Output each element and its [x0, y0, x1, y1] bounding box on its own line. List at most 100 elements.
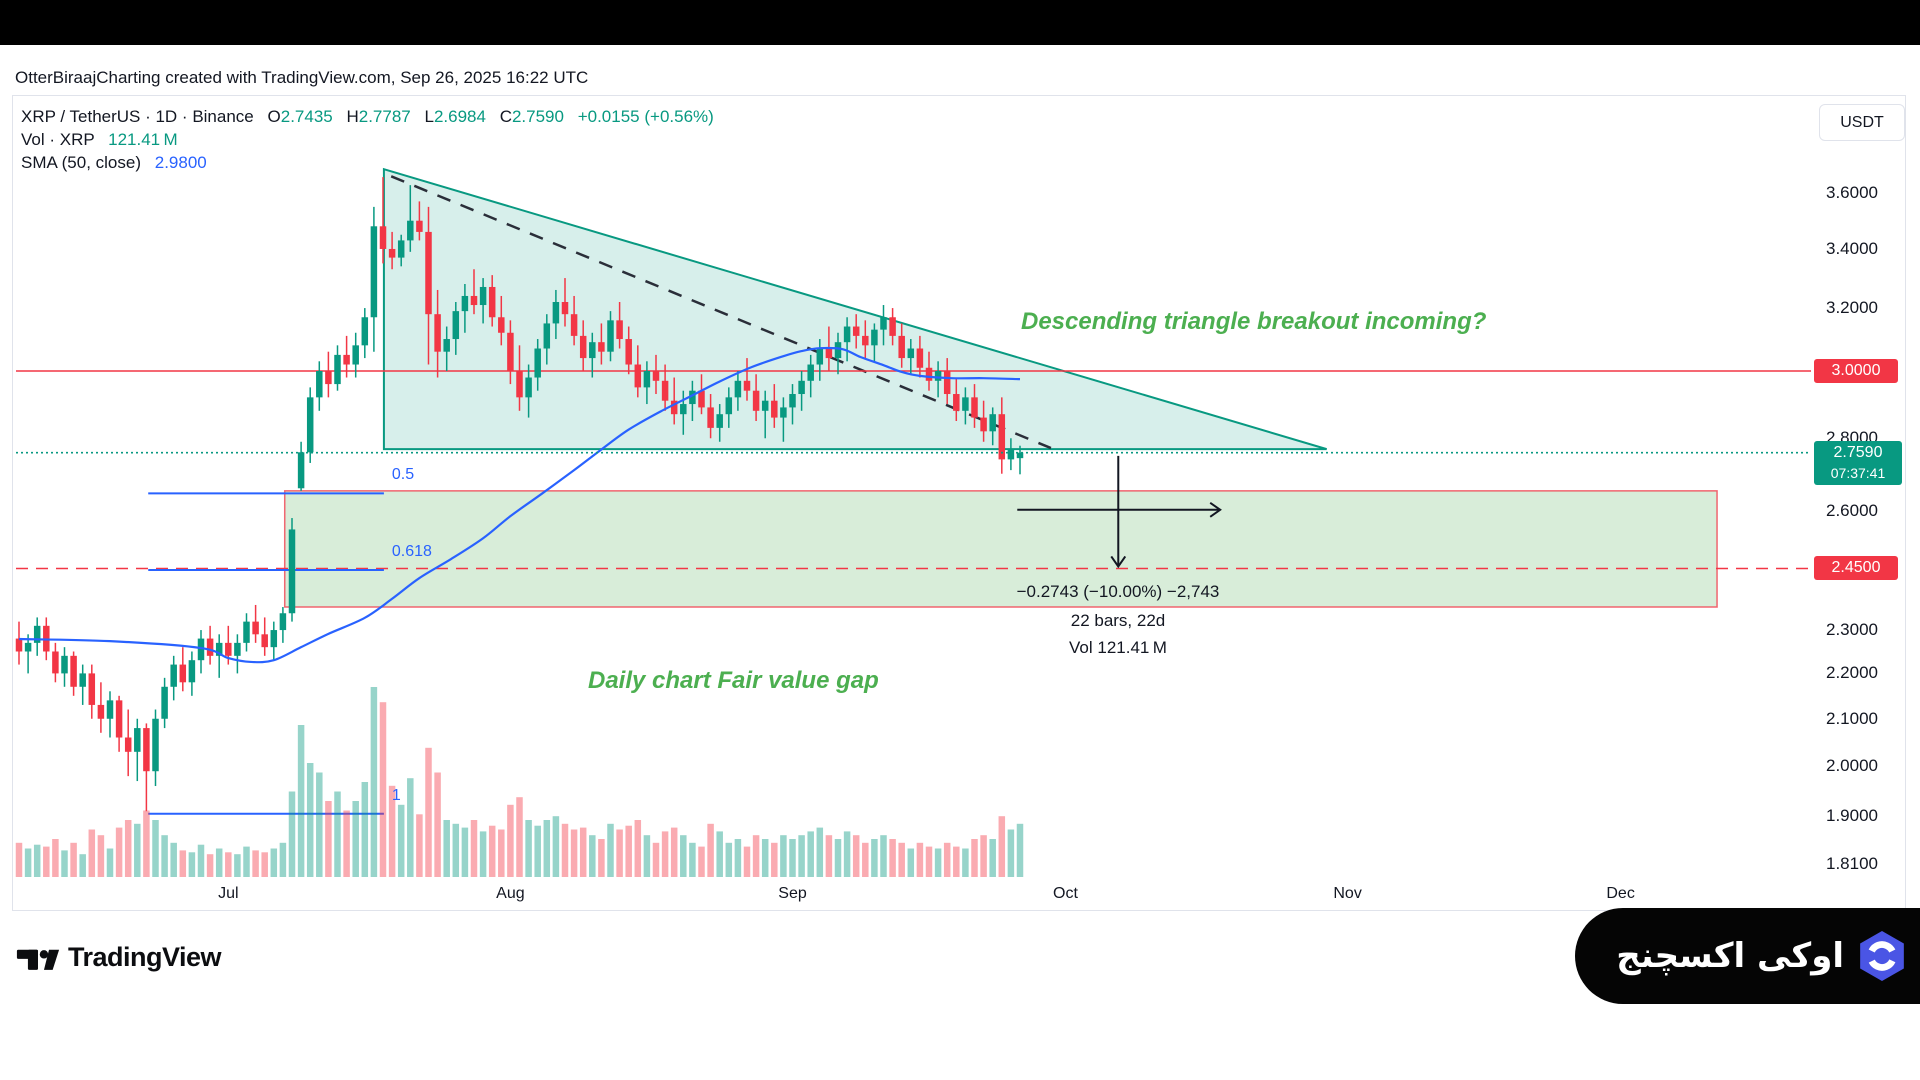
candle-body [225, 642, 232, 656]
volume-bar [843, 831, 851, 877]
fvg-box [283, 490, 1718, 608]
volume-bar [661, 831, 669, 877]
volume-bar [634, 820, 642, 877]
volume-bar [898, 842, 905, 877]
candle-body [343, 354, 350, 365]
fib-label-0.618[interactable]: 0.618 [391, 543, 432, 561]
candle-body [234, 642, 241, 656]
fib-label-0.5[interactable]: 0.5 [391, 466, 415, 484]
volume-bar [479, 831, 487, 877]
candle-body [52, 651, 59, 674]
candle-body [79, 673, 86, 687]
volume-bar [488, 825, 496, 877]
volume-bar [161, 835, 168, 877]
tradingview-logo[interactable]: TradingView [16, 942, 222, 973]
candle-body [934, 371, 942, 381]
legend-volume-row[interactable]: Vol · XRP 121.41 M [21, 128, 714, 151]
time-axis-label-nov: Nov [1333, 885, 1362, 902]
candle-body [261, 634, 268, 648]
candle-body [215, 642, 223, 656]
volume-bar [980, 835, 987, 877]
price-axis-label: 3.6000 [1826, 183, 1878, 203]
close-label: C [499, 107, 512, 126]
volume-bar [625, 825, 632, 877]
volume-bar [61, 850, 68, 877]
open-label: O [267, 107, 281, 126]
volume-bar [707, 823, 714, 877]
volume-bar [871, 839, 878, 877]
chart-container[interactable]: XRP / TetherUS · 1D · Binance O2.7435 H2… [12, 95, 1906, 911]
exchange-logo-pill[interactable]: اوکی اکسچنج [1575, 908, 1920, 1004]
volume-bar [552, 816, 560, 877]
price-axis-label: 2.0000 [1826, 756, 1878, 776]
candle-body [825, 348, 833, 359]
candle-body [134, 728, 141, 752]
volume-bar [561, 823, 569, 877]
candle-body [188, 660, 196, 683]
candle-body [734, 380, 742, 398]
last-price-value: 2.7590 [1833, 443, 1883, 461]
volume-bar [370, 687, 378, 877]
candle-body [525, 377, 532, 398]
legend-symbol-row[interactable]: XRP / TetherUS · 1D · Binance O2.7435 H2… [21, 105, 714, 128]
volume-bar [570, 829, 578, 877]
volume-bar [379, 702, 387, 877]
candle-body [170, 664, 177, 687]
volume-bar [616, 829, 623, 877]
legend-sma-row[interactable]: SMA (50, close) 2.9800 [21, 151, 714, 174]
candle-body [388, 248, 396, 258]
range-arrowhead-right [1209, 501, 1222, 518]
volume-bar [106, 848, 114, 877]
chart-legend: XRP / TetherUS · 1D · Binance O2.7435 H2… [21, 105, 714, 174]
triangle-annotation-text[interactable]: Descending triangle breakout incoming? [1021, 308, 1487, 335]
volume-bar [880, 835, 887, 877]
volume-bar [543, 820, 551, 877]
volume-bar [316, 772, 323, 877]
candle-body [33, 625, 41, 643]
candle-body [479, 286, 487, 306]
candle-body [1007, 448, 1015, 460]
volume-bar [507, 804, 514, 877]
fib-label-1[interactable]: 1 [391, 786, 401, 804]
price-axis-label: 2.1000 [1826, 708, 1878, 728]
chart-canvas[interactable] [13, 96, 1905, 910]
volume-bar [361, 782, 369, 877]
time-axis-label-aug: Aug [496, 885, 525, 902]
volume-bar [243, 846, 250, 877]
candle-body [552, 302, 560, 324]
measure-volume[interactable]: Vol 121.41 M [1069, 638, 1167, 657]
candle-body [971, 397, 978, 418]
volume-bar [443, 820, 450, 877]
volume-bar [680, 835, 687, 877]
volume-bar [43, 846, 50, 877]
fvg-annotation-text[interactable]: Daily chart Fair value gap [588, 667, 879, 694]
volume-bar [916, 842, 924, 877]
volume-bar [1007, 829, 1015, 877]
volume-bar [734, 839, 742, 877]
dashed-trendline [390, 175, 1052, 450]
candle-body [607, 320, 614, 352]
measure-bars-count[interactable]: 22 bars, 22d [1070, 611, 1166, 630]
measure-price-change[interactable]: −0.2743 (−10.00%) −2,743 [1016, 582, 1220, 601]
candle-body [97, 704, 105, 719]
volume-bar [907, 848, 915, 877]
candle-body [743, 380, 751, 391]
volume-bar [115, 827, 123, 877]
candle-body [534, 348, 541, 378]
candle-body [361, 317, 369, 346]
candle-body [325, 371, 332, 385]
low-label: L [424, 107, 434, 126]
sma-label: SMA (50, close) [21, 153, 141, 172]
volume-bar [470, 820, 478, 877]
volume-label: Vol · XRP [21, 130, 95, 149]
candle-body [771, 400, 778, 418]
volume-bar [397, 804, 405, 877]
candle-body [670, 400, 678, 415]
candle-body [152, 718, 159, 772]
candle-body [352, 345, 359, 365]
price-axis-label: 2.6000 [1826, 500, 1878, 520]
candle-body [907, 348, 915, 359]
currency-toggle-button[interactable]: USDT [1819, 104, 1905, 141]
volume-bar [434, 772, 441, 877]
price-axis-label: 3.2000 [1826, 298, 1878, 318]
